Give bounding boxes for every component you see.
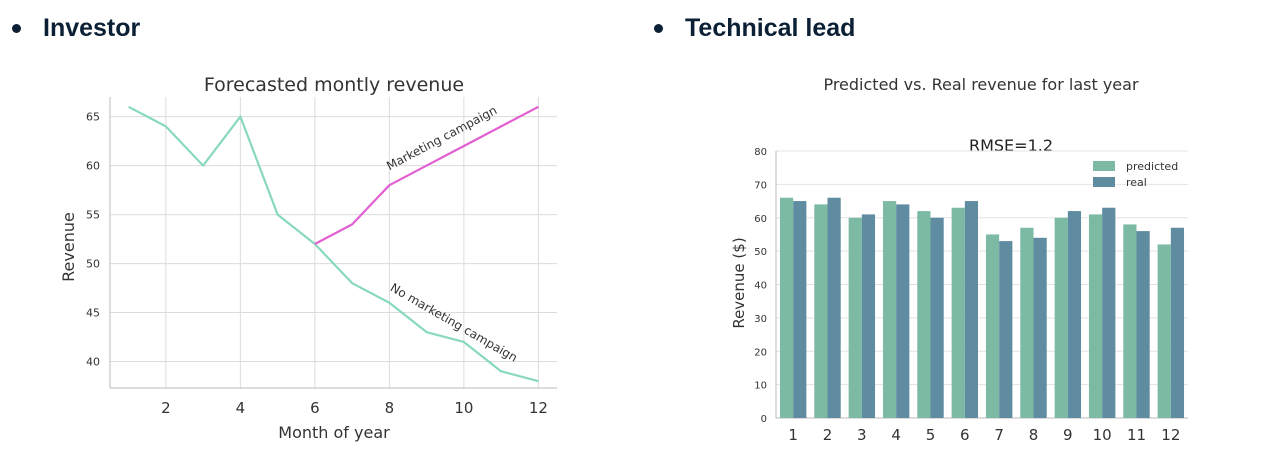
forecast-line-chart: Forecasted montly revenue Month of year …: [59, 74, 557, 442]
bar-real: [1102, 207, 1116, 418]
x-tick-label: 12: [529, 399, 548, 417]
y-tick-label: 70: [754, 180, 767, 191]
y-tick-label: 30: [754, 314, 767, 325]
x-tick-label: 10: [454, 399, 473, 417]
y-axis-label: Revenue ($): [730, 237, 748, 328]
bar-predicted: [985, 234, 1000, 418]
bar-real: [930, 217, 944, 418]
bar-predicted: [1054, 217, 1068, 418]
bullet-dot-icon: [12, 24, 21, 33]
bar-real: [1033, 237, 1047, 418]
x-axis-label: Month of year: [278, 423, 390, 442]
bar-predicted: [882, 201, 897, 418]
y-axis-label: Revenue: [59, 212, 78, 282]
y-tick-label: 60: [86, 160, 100, 173]
bar-predicted: [848, 217, 862, 418]
x-tick-label: 9: [1063, 426, 1073, 444]
x-tick-label: 8: [1029, 426, 1039, 444]
x-tick-label: 4: [236, 399, 246, 417]
bullet-dot-icon: [654, 24, 663, 33]
x-tick-label: 1: [788, 426, 798, 444]
legend-label: predicted: [1126, 160, 1178, 173]
bar-predicted: [1123, 224, 1137, 418]
bullet-investor: Investor: [12, 14, 140, 43]
bullet-label: Technical lead: [685, 14, 856, 42]
x-tick-label: 12: [1161, 426, 1180, 444]
y-tick-label: 65: [86, 111, 100, 124]
x-tick-label: 2: [823, 426, 833, 444]
bar-predicted: [1088, 214, 1103, 418]
bullet-technical-lead: Technical lead: [654, 14, 855, 43]
y-tick-label: 20: [754, 347, 767, 358]
bar-real: [861, 214, 876, 418]
chart-subtitle: RMSE=1.2: [969, 136, 1053, 155]
bar-predicted: [779, 197, 794, 418]
bar-predicted: [1020, 227, 1034, 418]
x-tick-label: 3: [857, 426, 867, 444]
y-tick-label: 45: [86, 307, 100, 320]
legend-swatch: [1093, 177, 1115, 187]
bullet-label: Investor: [43, 14, 141, 42]
x-tick-label: 6: [310, 399, 320, 417]
bar-predicted: [814, 204, 828, 418]
bar-predicted: [917, 211, 931, 418]
y-tick-label: 0: [761, 414, 767, 425]
x-tick-label: 10: [1093, 426, 1112, 444]
bar-real: [827, 197, 841, 418]
bar-real: [1170, 227, 1185, 418]
x-tick-label: 6: [960, 426, 970, 444]
y-tick-label: 50: [754, 247, 767, 258]
x-tick-label: 5: [926, 426, 936, 444]
bar-real: [896, 204, 910, 418]
y-tick-label: 40: [86, 356, 100, 369]
x-tick-label: 11: [1127, 426, 1146, 444]
legend-swatch: [1093, 161, 1115, 171]
bar-predicted: [1157, 244, 1171, 418]
x-tick-label: 4: [891, 426, 901, 444]
x-tick-label: 8: [385, 399, 395, 417]
y-tick-label: 40: [754, 281, 767, 292]
y-tick-label: 50: [86, 258, 100, 271]
bar-real: [1136, 231, 1150, 418]
y-tick-label: 55: [86, 209, 100, 222]
bar-real: [999, 241, 1013, 418]
x-tick-label: 7: [994, 426, 1004, 444]
series-line-campaign: [314, 105, 539, 245]
chart-title: Forecasted montly revenue: [204, 74, 464, 96]
legend-label: real: [1126, 176, 1147, 189]
bar-real: [964, 201, 979, 418]
chart-title: Predicted vs. Real revenue for last year: [823, 75, 1138, 94]
x-tick-label: 2: [161, 399, 171, 417]
bar-real: [793, 201, 807, 418]
bar-real: [1067, 211, 1082, 418]
series-line-no-campaign: [128, 105, 539, 383]
y-tick-label: 80: [754, 147, 767, 158]
y-tick-label: 60: [754, 214, 767, 225]
y-tick-label: 10: [754, 381, 767, 392]
bar-predicted: [951, 207, 965, 418]
